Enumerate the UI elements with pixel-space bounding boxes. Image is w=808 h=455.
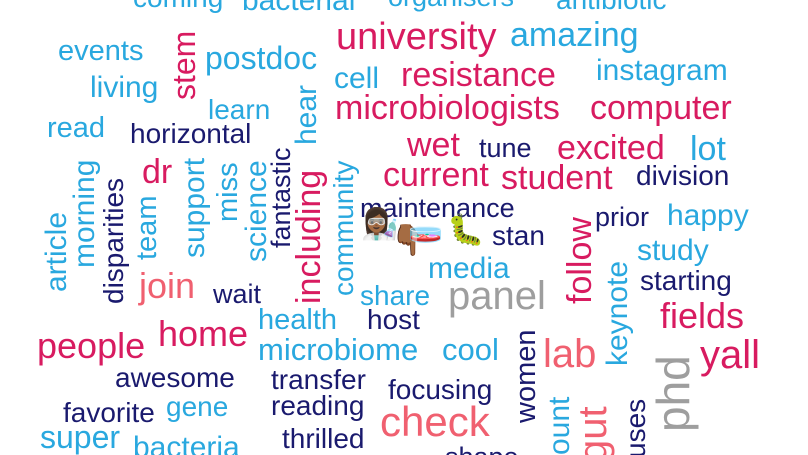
word-including: including bbox=[290, 169, 328, 304]
word-stan: stan bbox=[492, 220, 545, 251]
word-current: current bbox=[383, 156, 489, 194]
word-microbiome: microbiome bbox=[258, 332, 419, 367]
word-focusing: focusing bbox=[388, 374, 493, 405]
word-organisers: organisers bbox=[388, 0, 514, 11]
word-bacteria: bacteria bbox=[133, 431, 240, 455]
petri-dish-emoji: 🧫 bbox=[408, 211, 443, 244]
word-stem: stem bbox=[166, 30, 202, 100]
word-keynote: keynote bbox=[601, 260, 634, 366]
word-coming: coming bbox=[133, 0, 223, 12]
word-tune: tune bbox=[479, 133, 532, 163]
word-prior: prior bbox=[595, 202, 650, 232]
word-follow: follow bbox=[561, 217, 599, 304]
word-transfer: transfer bbox=[271, 364, 366, 395]
word-events: events bbox=[58, 35, 144, 67]
word-instagram: instagram bbox=[596, 54, 728, 87]
word-excited: excited bbox=[557, 129, 665, 167]
word-media: media bbox=[428, 252, 510, 285]
word-wet: wet bbox=[407, 126, 460, 164]
word-health: health bbox=[258, 304, 338, 336]
word-shape: shape bbox=[445, 444, 519, 455]
word-disparities: disparities bbox=[98, 177, 129, 304]
word-team: team bbox=[131, 195, 163, 260]
word-panel: panel bbox=[448, 274, 546, 318]
word-fields: fields bbox=[660, 295, 745, 336]
word-yall: yall bbox=[700, 333, 761, 377]
word-people: people bbox=[37, 325, 146, 366]
word-wait: wait bbox=[213, 279, 262, 309]
word-awesome: awesome bbox=[115, 362, 235, 393]
word-postdoc: postdoc bbox=[205, 40, 318, 76]
word-super: super bbox=[40, 419, 121, 455]
word-starting: starting bbox=[640, 265, 732, 296]
word-support: support bbox=[178, 157, 211, 258]
word-host: host bbox=[367, 304, 420, 335]
scientist-emoji: 👩🏾‍🔬 bbox=[361, 207, 399, 242]
word-cell: cell bbox=[334, 62, 380, 95]
word-hear: hear bbox=[290, 84, 323, 145]
word-home: home bbox=[158, 313, 249, 354]
caterpillar-emoji: 🐛 bbox=[447, 213, 485, 248]
word-check: check bbox=[380, 398, 490, 445]
word-miss: miss bbox=[212, 162, 244, 222]
word-maintenance: maintenance bbox=[360, 193, 515, 223]
word-reading: reading bbox=[271, 390, 365, 421]
word-bacterial: bacterial bbox=[242, 0, 356, 17]
word-microbiologists: microbiologists bbox=[335, 89, 560, 127]
word-read: read bbox=[47, 112, 106, 144]
word-favorite: favorite bbox=[63, 397, 155, 428]
word-gut: gut bbox=[571, 406, 615, 455]
word-horizontal: horizontal bbox=[130, 118, 252, 149]
word-study: study bbox=[637, 234, 709, 267]
word-uses: uses bbox=[620, 398, 651, 455]
word-antibiotic: antibiotic bbox=[556, 0, 667, 14]
word-dr: dr bbox=[142, 153, 173, 191]
word-gene: gene bbox=[166, 391, 229, 422]
word-cool: cool bbox=[442, 332, 499, 367]
word-living: living bbox=[90, 71, 159, 104]
word-lab: lab bbox=[543, 332, 597, 376]
word-happy: happy bbox=[667, 199, 749, 232]
pointing-down-emoji: 👇🏾 bbox=[391, 223, 429, 258]
word-amazing: amazing bbox=[510, 16, 639, 54]
word-student: student bbox=[501, 159, 613, 197]
word-thrilled: thrilled bbox=[282, 423, 365, 454]
word-phd: phd bbox=[647, 355, 699, 432]
word-share: share bbox=[360, 280, 431, 311]
word-university: university bbox=[336, 16, 497, 58]
word-resistance: resistance bbox=[401, 56, 556, 94]
word-lot: lot bbox=[690, 130, 726, 168]
word-division: division bbox=[636, 160, 730, 191]
word-women: women bbox=[510, 329, 542, 424]
word-community: community bbox=[328, 160, 359, 296]
word-morning: morning bbox=[68, 159, 101, 268]
word-learn: learn bbox=[208, 94, 271, 125]
word-computer: computer bbox=[590, 89, 732, 127]
word-join: join bbox=[139, 265, 196, 306]
